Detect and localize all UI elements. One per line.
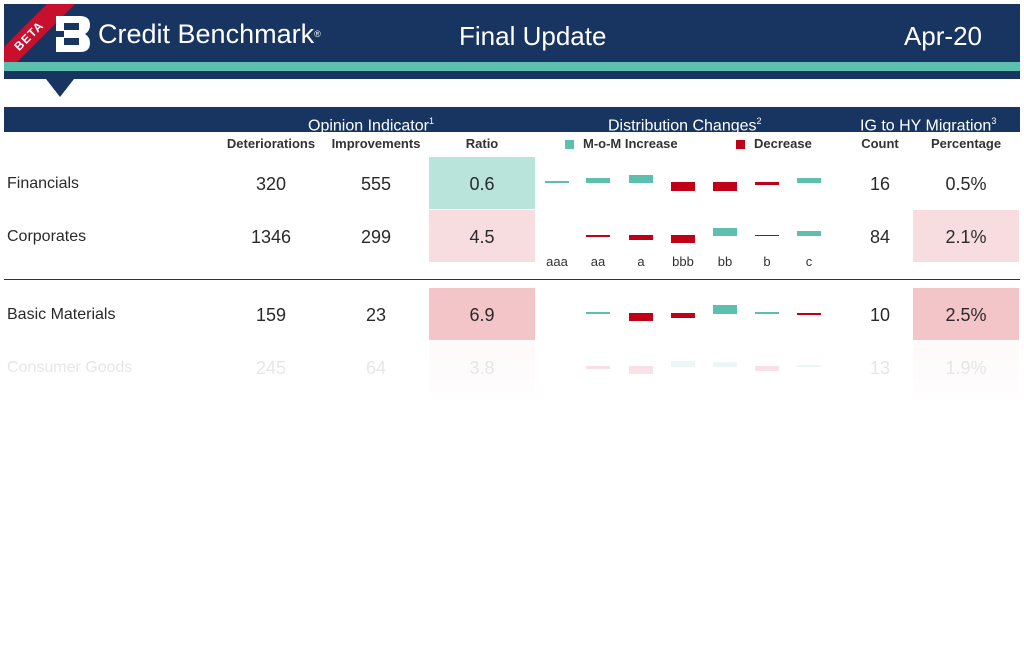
grade-label: c [805, 254, 813, 269]
increase-bar [797, 178, 821, 183]
row-sector-name: Financials [7, 175, 80, 192]
row-improvements: 299 [360, 227, 392, 247]
row-sector-name: Consumer Goods [7, 359, 133, 376]
row-ratio: 6.9 [469, 305, 495, 325]
row-deteriorations: 159 [255, 305, 287, 325]
decrease-bar [671, 313, 695, 318]
increase-bar [713, 305, 737, 314]
decrease-bar [586, 366, 610, 369]
row-percentage: 2.5% [945, 305, 987, 325]
banner-bottom-band [4, 71, 1020, 79]
row-count: 13 [869, 358, 891, 378]
decrease-bar [671, 235, 695, 243]
decrease-bar [713, 182, 737, 191]
table-group-header-bar [4, 107, 1020, 132]
increase-bar [755, 312, 779, 314]
table-row: Corporates 1346 299 4.5 84 2.1% [0, 210, 1024, 262]
section-divider [4, 279, 1020, 280]
header-banner: BETA Credit Benchmark® Final Update Apr-… [4, 4, 1020, 62]
col-deteriorations: Deteriorations [226, 136, 316, 151]
increase-bar [713, 228, 737, 236]
group-opinion-indicator: Opinion Indicator1 [308, 116, 434, 135]
increase-bar [671, 361, 695, 367]
credit-benchmark-logo-icon [56, 16, 90, 52]
decrease-bar [755, 182, 779, 185]
col-count: Count [861, 136, 899, 151]
col-ratio: Ratio [465, 136, 499, 151]
banner-stripe [4, 62, 1020, 71]
row-percentage-cell [913, 210, 1019, 262]
row-percentage: 1.9% [945, 358, 987, 378]
row-improvements: 64 [365, 358, 387, 378]
table-row: Consumer Goods 245 64 3.8 13 1.9% [0, 341, 1024, 393]
group-ig-hy-migration: IG to HY Migration3 [860, 116, 997, 135]
increase-bar [797, 231, 821, 236]
increase-bar [586, 178, 610, 183]
decrease-bar [755, 235, 779, 236]
legend-decrease-label: Decrease [754, 136, 812, 151]
report-title: Final Update [459, 21, 607, 51]
legend-increase-swatch [565, 140, 574, 149]
report-date: Apr-20 [903, 21, 982, 51]
row-ratio: 0.6 [469, 174, 495, 194]
grade-label: b [763, 254, 771, 269]
increase-bar [545, 181, 569, 183]
increase-bar [713, 362, 737, 367]
row-sector-name: Basic Materials [7, 306, 116, 323]
decrease-bar [629, 313, 653, 321]
row-percentage-cell [913, 288, 1019, 340]
table-row: Basic Materials 159 23 6.9 10 2.5% [0, 288, 1024, 340]
col-improvements: Improvements [331, 136, 421, 151]
grade-label: bbb [672, 254, 694, 269]
grade-label: aa [590, 254, 606, 269]
row-ratio: 3.8 [469, 358, 495, 378]
row-percentage: 2.1% [945, 227, 987, 247]
decrease-bar [629, 235, 653, 240]
increase-bar [586, 312, 610, 314]
decrease-bar [586, 235, 610, 237]
group-distribution-changes: Distribution Changes2 [608, 116, 762, 135]
row-ratio-cell [429, 210, 535, 262]
decrease-bar [755, 366, 779, 371]
grade-label: aaa [546, 254, 568, 269]
banner-notch [46, 79, 74, 97]
row-count: 16 [869, 174, 891, 194]
grade-label: a [637, 254, 645, 269]
row-count: 84 [869, 227, 891, 247]
increase-bar [629, 175, 653, 183]
row-ratio-cell [429, 288, 535, 340]
row-ratio-cell [429, 157, 535, 209]
decrease-bar [629, 366, 653, 374]
row-sector-name: Corporates [7, 228, 87, 245]
col-percentage: Percentage [930, 136, 1002, 151]
table-row: Financials 320 555 0.6 16 0.5% [0, 157, 1024, 209]
grade-label: bb [717, 254, 733, 269]
row-ratio: 4.5 [469, 227, 495, 247]
row-improvements: 555 [360, 174, 392, 194]
legend-increase-label: M-o-M Increase [583, 136, 678, 151]
row-deteriorations: 320 [255, 174, 287, 194]
brand-name: Credit Benchmark® [98, 19, 321, 49]
row-improvements: 23 [365, 305, 387, 325]
legend-decrease-swatch [736, 140, 745, 149]
decrease-bar [671, 182, 695, 191]
decrease-bar [797, 313, 821, 315]
row-count: 10 [869, 305, 891, 325]
row-percentage-cell [913, 157, 1019, 209]
increase-bar [797, 365, 821, 367]
row-percentage: 0.5% [945, 174, 987, 194]
row-deteriorations: 1346 [250, 227, 292, 247]
row-deteriorations: 245 [255, 358, 287, 378]
